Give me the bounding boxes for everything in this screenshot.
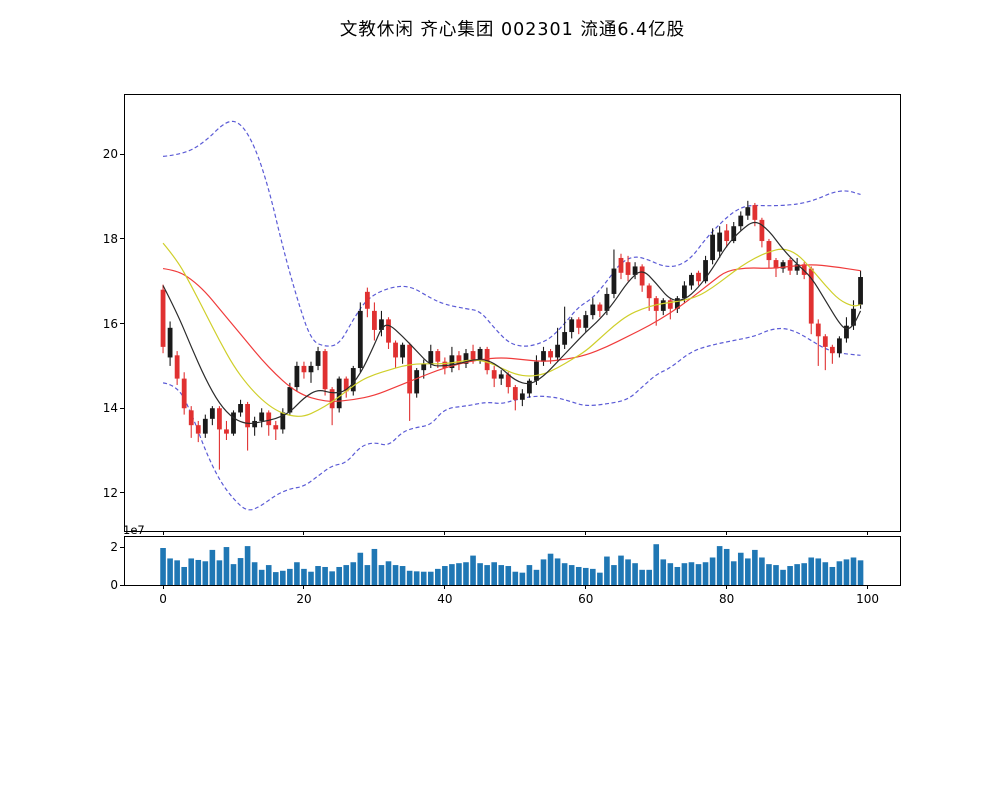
- y-tick-label: 16: [102, 316, 118, 331]
- x-tick-mark-price: [303, 531, 305, 535]
- x-tick-mark-volume: [162, 585, 164, 589]
- x-tick-label: 60: [578, 592, 594, 606]
- x-tick-mark-volume: [303, 585, 305, 589]
- x-tick-mark-volume: [867, 585, 869, 589]
- x-tick-mark-volume: [585, 585, 587, 589]
- volume-chart-canvas: [125, 537, 900, 585]
- x-tick-label: 100: [856, 592, 880, 606]
- volume-offset-label: 1e7: [123, 523, 145, 537]
- x-tick-mark-volume: [726, 585, 728, 589]
- y-tick-label: 20: [102, 147, 118, 162]
- y-tick-mark: [120, 238, 125, 240]
- volume-y-tick-mark: [120, 584, 125, 586]
- volume-y-tick-label: 2: [110, 540, 118, 555]
- x-tick-mark-price: [585, 531, 587, 535]
- x-tick-label: 20: [296, 592, 312, 606]
- x-tick-label: 80: [719, 592, 735, 606]
- x-tick-label: 0: [159, 592, 167, 606]
- x-tick-mark-price: [444, 531, 446, 535]
- price-chart-canvas: [125, 95, 900, 531]
- x-tick-mark-price: [867, 531, 869, 535]
- y-tick-mark: [120, 153, 125, 155]
- y-tick-mark: [120, 407, 125, 409]
- volume-pane: [124, 536, 901, 586]
- x-tick-mark-price: [726, 531, 728, 535]
- y-tick-mark: [120, 323, 125, 325]
- y-tick-label: 12: [102, 485, 118, 500]
- x-tick-mark-volume: [444, 585, 446, 589]
- chart-title: 文教休闲 齐心集团 002301 流通6.4亿股: [339, 20, 686, 40]
- volume-y-tick-mark: [120, 546, 125, 548]
- y-tick-mark: [120, 492, 125, 494]
- x-tick-mark-price: [162, 531, 164, 535]
- y-tick-label: 14: [102, 401, 118, 416]
- y-tick-label: 18: [102, 231, 118, 246]
- price-pane: [124, 94, 901, 532]
- x-tick-label: 40: [437, 592, 453, 606]
- volume-y-tick-label: 0: [110, 578, 118, 592]
